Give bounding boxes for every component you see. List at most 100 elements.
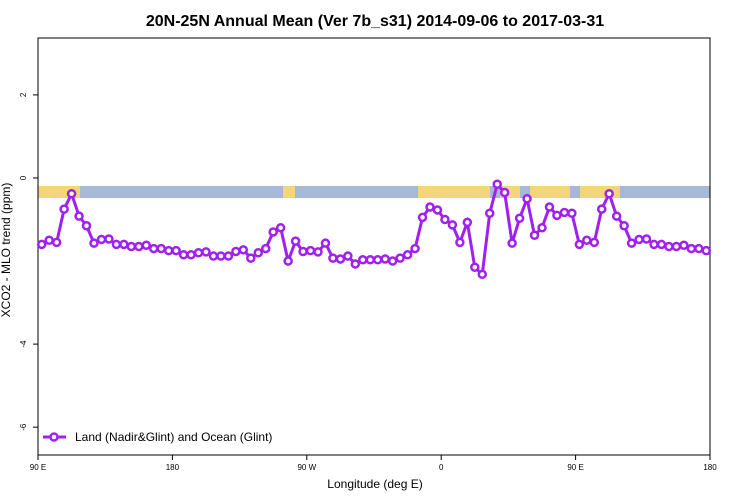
- data-point: [402, 250, 413, 260]
- data-point: [268, 227, 278, 237]
- data-point: [626, 238, 637, 248]
- map-strip: [38, 186, 710, 198]
- data-point: [74, 211, 84, 221]
- data-point: [119, 239, 129, 250]
- data-point: [66, 189, 77, 199]
- data-point: [477, 269, 488, 280]
- data-point: [141, 240, 152, 251]
- data-point: [694, 243, 704, 254]
- data-point: [552, 210, 562, 221]
- data-point: [634, 234, 644, 245]
- data-point: [484, 208, 495, 219]
- x-tick-label: 0: [439, 463, 444, 472]
- data-point: [283, 256, 293, 266]
- data-point: [686, 243, 697, 254]
- data-point: [701, 245, 712, 256]
- data-point: [522, 193, 532, 204]
- data-point: [216, 251, 226, 261]
- data-point: [343, 251, 353, 261]
- land-strip: [283, 186, 295, 198]
- data-point: [36, 239, 47, 250]
- data-point: [387, 256, 398, 266]
- data-point: [96, 234, 107, 245]
- data-point: [59, 204, 69, 214]
- x-tick-label: 180: [166, 463, 180, 472]
- data-point: [574, 239, 585, 250]
- y-tick-label: -6: [19, 423, 28, 431]
- data-point: [604, 189, 614, 199]
- data-point: [611, 211, 622, 221]
- land-strip: [580, 186, 620, 198]
- data-point: [432, 205, 443, 215]
- data-point: [335, 254, 346, 264]
- data-point: [186, 250, 196, 260]
- data-point: [410, 243, 420, 254]
- data-point: [455, 237, 465, 248]
- data-point: [201, 247, 211, 257]
- data-point: [395, 253, 405, 263]
- x-tick-label: 90 E: [567, 463, 583, 472]
- data-point: [223, 251, 234, 261]
- data-point: [358, 255, 368, 265]
- data-point: [163, 245, 174, 256]
- data-point: [514, 213, 525, 224]
- data-point: [260, 243, 271, 254]
- legend-label: Land (Nadir&Glint) and Ocean (Glint): [75, 430, 272, 444]
- data-point: [208, 251, 219, 261]
- x-axis-label: Longitude (deg E): [327, 477, 422, 491]
- data-point: [679, 240, 689, 251]
- data-point: [171, 245, 181, 256]
- data-point: [126, 241, 137, 252]
- data-point: [44, 235, 54, 246]
- data-point: [462, 217, 473, 228]
- land-strip: [530, 186, 570, 198]
- data-point: [246, 253, 256, 263]
- legend-marker: [49, 432, 59, 442]
- data-point: [365, 255, 376, 265]
- data-point: [582, 235, 592, 246]
- data-point: [81, 220, 92, 231]
- data-point: [596, 204, 607, 214]
- data-point: [567, 208, 577, 219]
- data-point: [148, 243, 159, 254]
- data-point: [231, 246, 241, 257]
- data-point: [417, 212, 428, 223]
- data-point: [134, 241, 144, 252]
- data-point: [447, 220, 458, 230]
- data-point: [313, 247, 323, 257]
- data-point: [298, 246, 308, 257]
- y-tick-label: 2: [19, 92, 28, 97]
- data-point: [320, 238, 331, 248]
- data-point: [193, 247, 204, 258]
- data-point: [649, 239, 659, 250]
- y-axis-label: XCO2 - MLO trend (ppm): [0, 183, 13, 318]
- x-tick-label: 180: [703, 463, 717, 472]
- y-tick-label: -4: [19, 340, 28, 348]
- land-strip: [418, 186, 490, 198]
- data-point: [51, 237, 62, 248]
- data-point: [440, 214, 450, 225]
- data-point: [111, 239, 122, 250]
- data-point: [89, 238, 99, 248]
- data-point: [238, 245, 249, 255]
- data-point: [380, 254, 390, 264]
- data-point: [589, 237, 600, 248]
- data-point: [156, 243, 166, 254]
- data-point: [290, 236, 301, 246]
- data-point: [178, 250, 189, 260]
- data-point: [671, 241, 682, 252]
- x-tick-label: 90 E: [30, 463, 46, 472]
- data-point: [619, 220, 629, 231]
- data-point: [499, 187, 510, 198]
- data-point: [305, 245, 316, 256]
- data-point: [350, 259, 361, 269]
- y-tick-label: 0: [19, 175, 28, 180]
- data-point: [529, 230, 540, 241]
- chart-title: 20N-25N Annual Mean (Ver 7b_s31) 2014-09…: [146, 13, 604, 30]
- data-point: [470, 262, 480, 273]
- data-point: [656, 239, 667, 250]
- data-point: [372, 255, 383, 265]
